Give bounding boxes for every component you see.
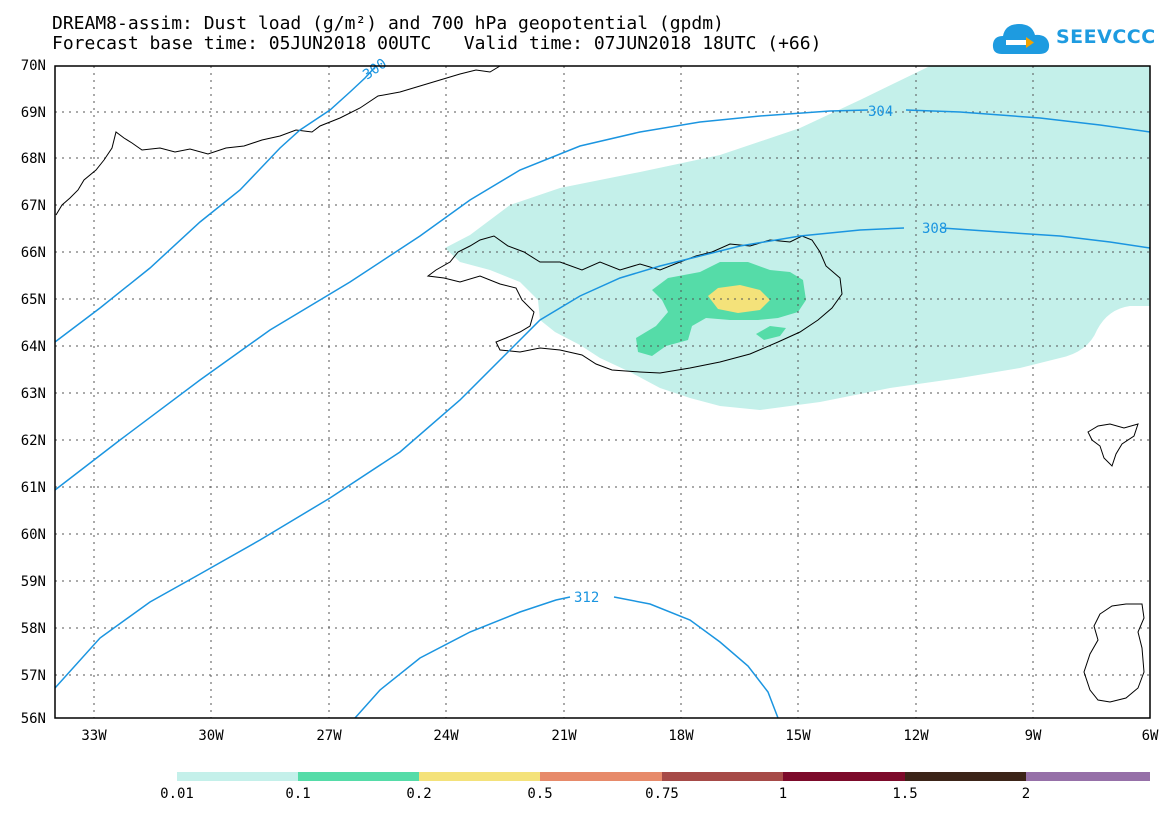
colorbar-label-2: 2 [1022, 786, 1030, 802]
contour-312 [354, 596, 571, 719]
iceland-coast [426, 235, 843, 374]
contour-308 [54, 227, 905, 689]
coastlines [55, 65, 1145, 703]
lon-label-18w: 18W [668, 728, 694, 744]
lat-label-67n: 67N [21, 198, 46, 214]
colorbar-swatch-7 [905, 772, 1026, 781]
dust-area-01-east [756, 326, 786, 340]
lon-label-12w: 12W [903, 728, 929, 744]
logo-text: SEEVCCC [1056, 26, 1156, 48]
colorbar-swatch-4 [540, 772, 662, 781]
colorbar-label-05: 0.5 [527, 786, 552, 802]
lon-label-24w: 24W [433, 728, 459, 744]
lat-label-63n: 63N [21, 386, 46, 402]
colorbar-swatch-6 [783, 772, 905, 781]
faroe-coast [1087, 423, 1139, 467]
grid-lines [55, 66, 1150, 718]
lat-label-69n: 69N [21, 105, 46, 121]
contour-label-304: 304 [868, 104, 893, 120]
colorbar-swatch-5 [662, 772, 783, 781]
lat-label-70n: 70N [21, 58, 46, 74]
lat-label-59n: 59N [21, 574, 46, 590]
contour-300 [54, 65, 377, 343]
lon-label-6w: 6W [1142, 728, 1159, 744]
lat-label-65n: 65N [21, 292, 46, 308]
lat-label-57n: 57N [21, 668, 46, 684]
lon-label-21w: 21W [551, 728, 577, 744]
contour-312b [613, 596, 779, 719]
lat-label-64n: 64N [21, 339, 46, 355]
colorbar-label-01: 0.1 [285, 786, 310, 802]
scotland-coast [1083, 603, 1145, 703]
lat-label-61n: 61N [21, 480, 46, 496]
colorbar-label-075: 0.75 [645, 786, 679, 802]
lon-label-15w: 15W [785, 728, 811, 744]
lon-label-9w: 9W [1025, 728, 1042, 744]
chart-title-line1: DREAM8-assim: Dust load (g/m²) and 700 h… [52, 13, 724, 34]
colorbar-label-1: 1 [779, 786, 787, 802]
lon-label-27w: 27W [316, 728, 342, 744]
lat-label-66n: 66N [21, 245, 46, 261]
colorbar-swatch-2 [298, 772, 419, 781]
seevccc-logo: SEEVCCC [992, 20, 1155, 60]
lon-label-30w: 30W [198, 728, 224, 744]
lat-label-58n: 58N [21, 621, 46, 637]
map-frame [54, 65, 1151, 719]
lat-label-68n: 68N [21, 151, 46, 167]
geopotential-contours [54, 65, 1151, 719]
contour-304b [905, 109, 1151, 133]
colorbar-label-02: 0.2 [406, 786, 431, 802]
colorbar [177, 772, 1150, 781]
contour-label-312: 312 [574, 590, 599, 606]
contour-304 [54, 109, 869, 491]
colorbar-swatch-3 [419, 772, 540, 781]
lat-label-60n: 60N [21, 527, 46, 543]
contour-308b [941, 227, 1151, 249]
colorbar-swatch-1 [177, 772, 298, 781]
lon-label-33w: 33W [81, 728, 107, 744]
cloud-icon [992, 24, 1050, 54]
colorbar-label-001: 0.01 [160, 786, 194, 802]
lat-label-56n: 56N [21, 711, 46, 727]
dust-area-02 [708, 285, 770, 313]
colorbar-swatch-8 [1026, 772, 1150, 781]
contour-label-308: 308 [922, 221, 947, 237]
greenland-coast [55, 65, 501, 216]
colorbar-label-15: 1.5 [892, 786, 917, 802]
lat-label-62n: 62N [21, 433, 46, 449]
chart-title-line2: Forecast base time: 05JUN2018 00UTC Vali… [52, 33, 822, 54]
